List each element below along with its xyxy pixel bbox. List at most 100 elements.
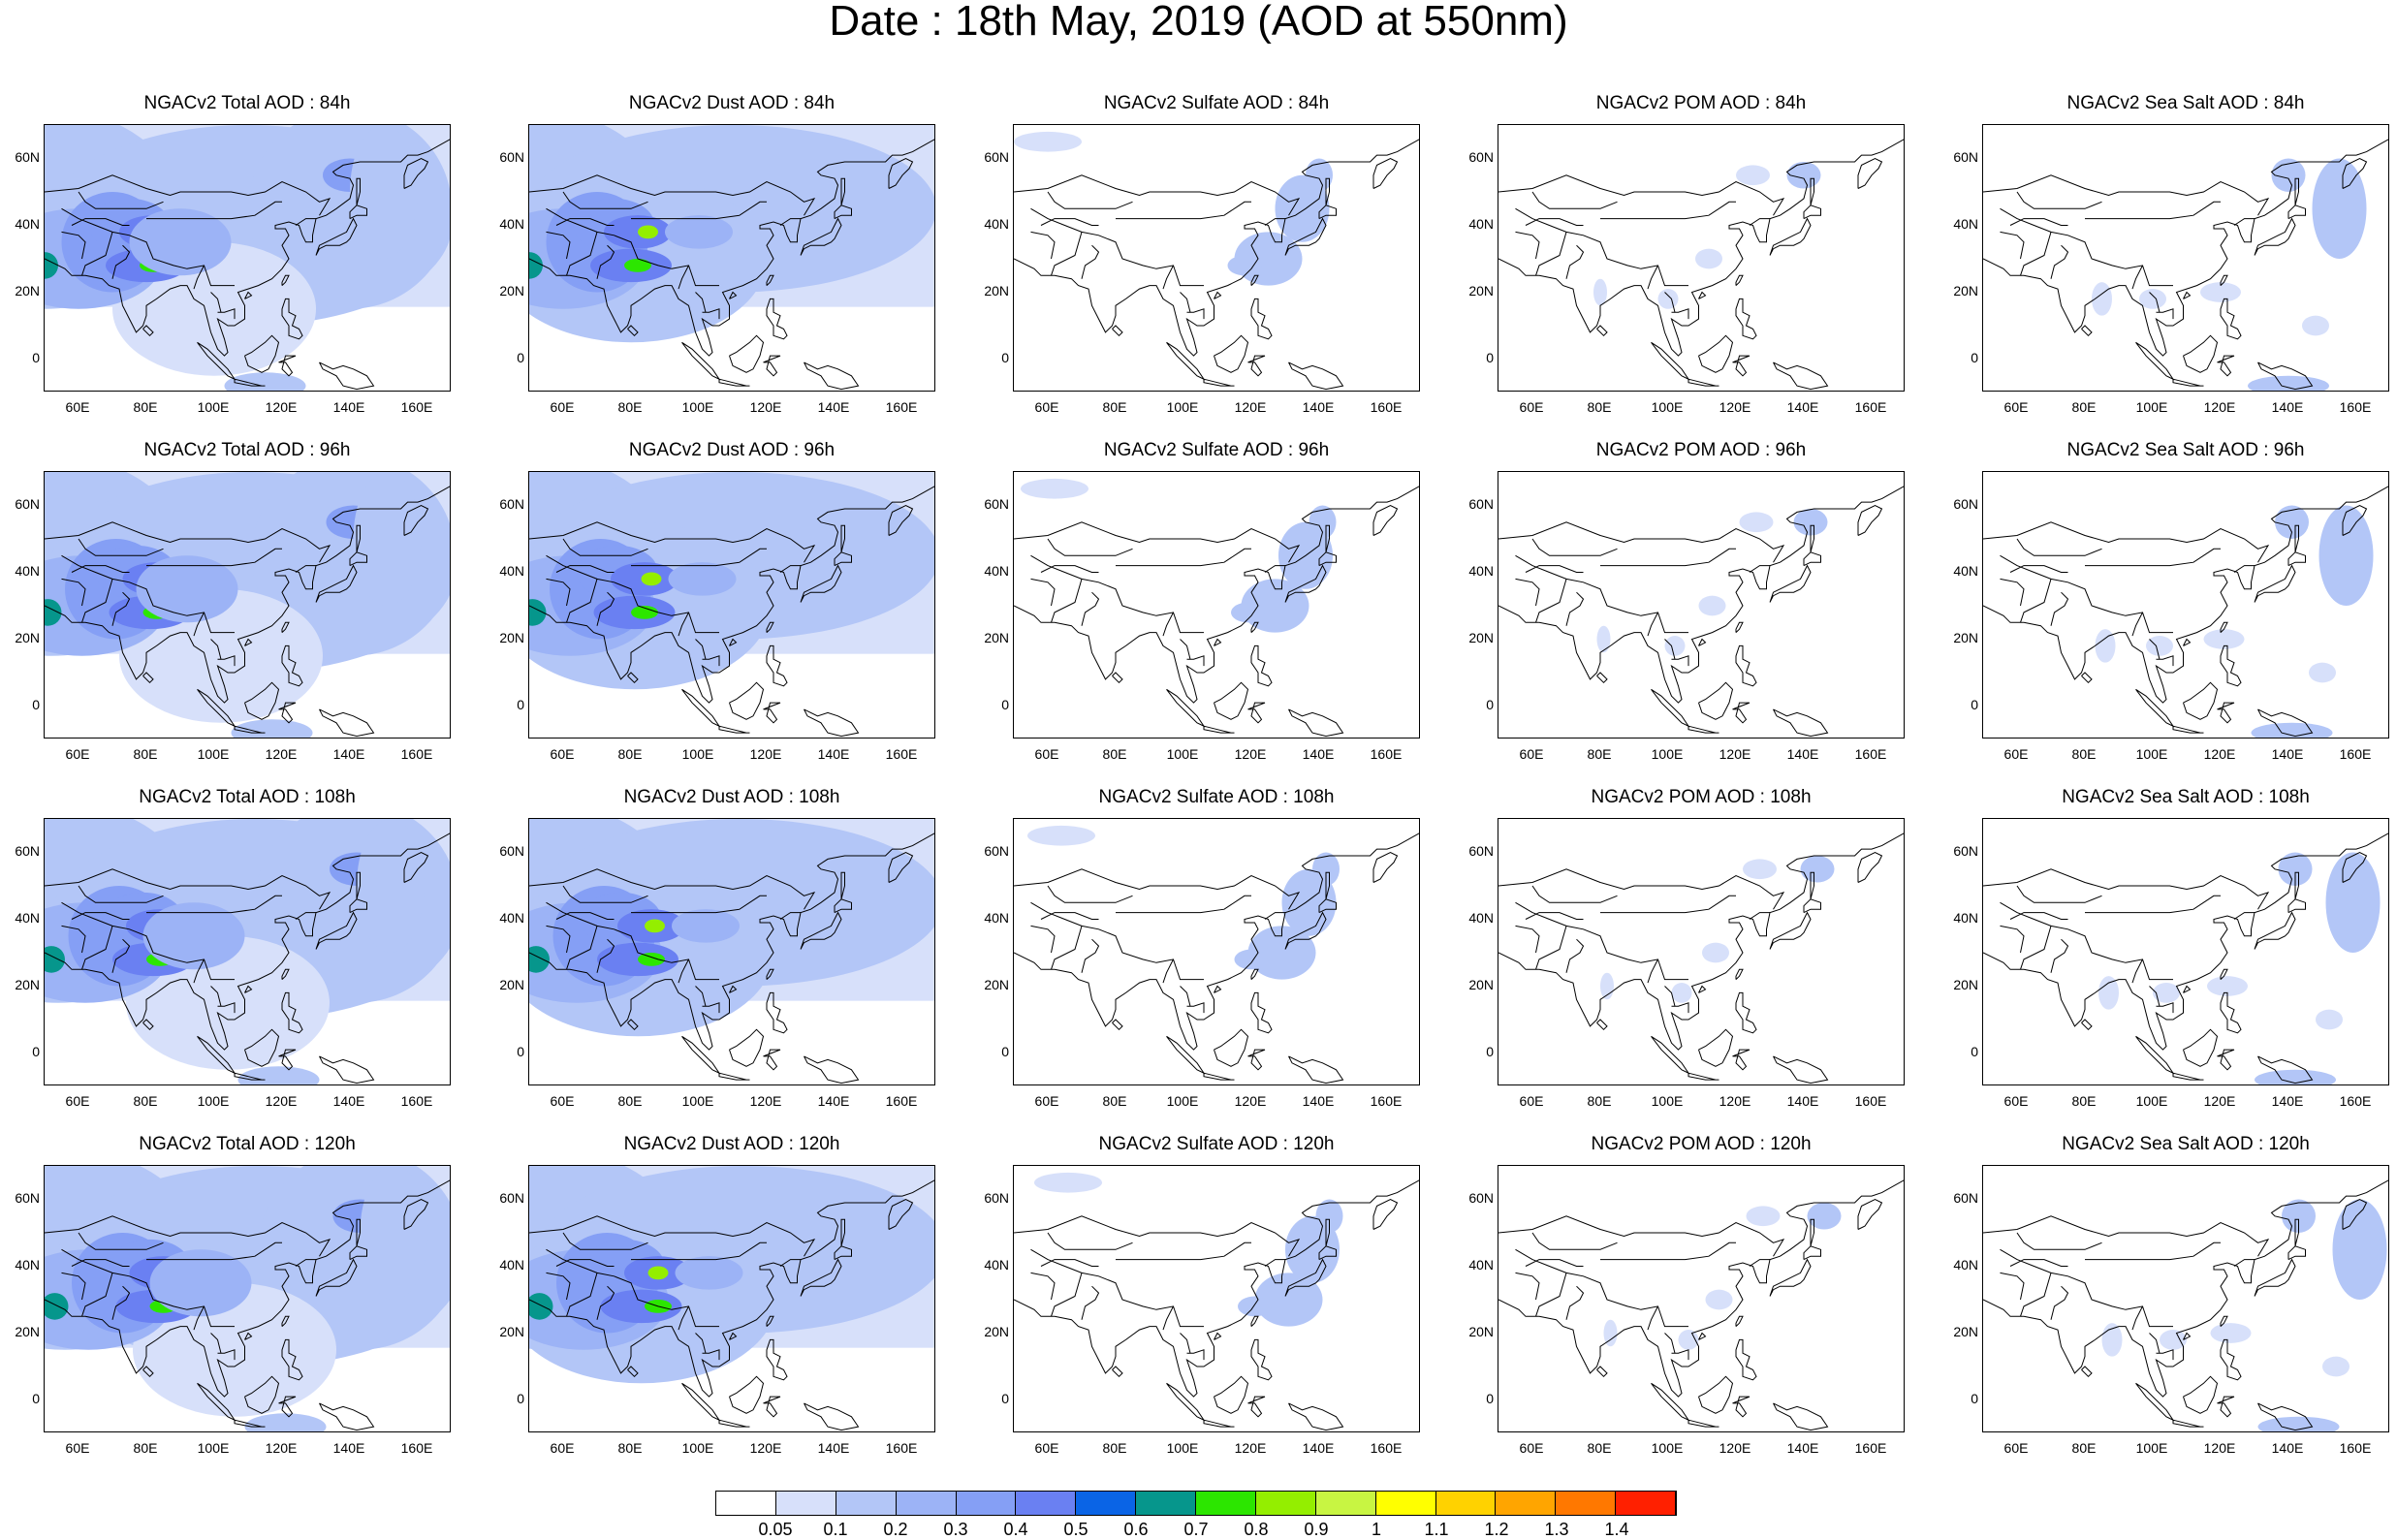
y-tick-label: 60N xyxy=(1468,495,1494,512)
country-border xyxy=(295,218,316,226)
aod-plume xyxy=(631,606,658,619)
country-border xyxy=(1014,1215,1301,1257)
coastline xyxy=(718,378,750,387)
country-border xyxy=(2156,655,2174,667)
country-border xyxy=(78,885,164,903)
country-border xyxy=(1600,895,1736,914)
y-tick-label: 60N xyxy=(1468,1189,1494,1206)
country-border xyxy=(562,885,648,903)
coastline xyxy=(2342,157,2368,189)
coastline xyxy=(888,1198,914,1230)
country-border xyxy=(2233,565,2255,573)
colorbar xyxy=(715,1491,1677,1516)
country-border xyxy=(546,925,571,954)
country-border xyxy=(2020,579,2052,623)
colorbar-label: 0.6 xyxy=(1123,1520,1149,1539)
x-tick-label: 120E xyxy=(265,746,298,762)
aod-plume xyxy=(2095,629,2116,663)
x-tick-label: 140E xyxy=(332,1440,365,1456)
x-tick-label: 140E xyxy=(332,399,365,415)
aod-plume xyxy=(2255,1069,2336,1084)
y-tick-label: 20N xyxy=(984,282,1009,299)
coastline xyxy=(356,524,361,552)
country-border xyxy=(146,1241,282,1261)
country-border xyxy=(2085,1241,2221,1261)
y-tick-label: 60N xyxy=(984,495,1009,512)
aod-plume xyxy=(1021,478,1088,499)
x-tick-label: 100E xyxy=(2135,1093,2168,1109)
country-border xyxy=(45,521,331,563)
coastline xyxy=(2183,291,2192,299)
aod-plume xyxy=(2325,852,2381,953)
x-tick-label: 80E xyxy=(2071,399,2097,415)
coastline xyxy=(1214,1332,1222,1340)
coastline xyxy=(1857,157,1883,189)
country-border xyxy=(529,174,816,216)
coastline xyxy=(349,204,367,220)
country-border xyxy=(1647,265,1658,290)
coastline xyxy=(1318,204,1337,220)
country-border xyxy=(111,1285,131,1320)
panel-title: NGACv2 POM AOD : 96h xyxy=(1595,440,1807,460)
coastline xyxy=(1014,1179,1419,1398)
coastline xyxy=(244,334,280,373)
coastline xyxy=(2217,355,2235,377)
country-border xyxy=(1671,308,1689,320)
coastline xyxy=(281,991,303,1034)
x-tick-label: 80E xyxy=(133,1093,158,1109)
x-tick-label: 120E xyxy=(265,1093,298,1109)
coastline xyxy=(627,325,639,336)
coastline xyxy=(1288,361,1344,391)
coastline xyxy=(1735,621,1744,633)
country-border xyxy=(61,231,86,260)
y-tick-label: 0 xyxy=(32,349,40,365)
coastline xyxy=(281,1338,303,1381)
x-tick-label: 100E xyxy=(197,746,230,762)
coastline xyxy=(1857,1198,1883,1230)
country-border xyxy=(217,655,236,667)
coastline xyxy=(278,1049,297,1071)
coastline xyxy=(766,621,774,633)
country-border xyxy=(2050,591,2069,626)
aod-plume xyxy=(1596,625,1611,653)
country-border xyxy=(1535,232,1567,276)
coastline xyxy=(1596,672,1608,683)
country-border xyxy=(1030,1248,1204,1328)
coastline xyxy=(1596,1366,1608,1377)
map-panel-seasalt-84h xyxy=(1982,124,2389,392)
country-border xyxy=(45,174,331,216)
coastline xyxy=(244,291,253,299)
colorbar-label: 1.3 xyxy=(1544,1520,1569,1539)
aod-plume xyxy=(237,1066,320,1084)
y-tick-label: 60N xyxy=(15,495,40,512)
coastline xyxy=(2183,1332,2192,1340)
y-tick-label: 20N xyxy=(1468,976,1494,992)
aod-plume xyxy=(2318,505,2374,606)
country-border xyxy=(779,565,801,573)
coastline xyxy=(1651,1382,1690,1422)
y-tick-label: 20N xyxy=(15,629,40,645)
country-border xyxy=(2016,191,2102,209)
x-tick-label: 80E xyxy=(1587,1093,1612,1109)
country-border xyxy=(1525,1259,1584,1267)
coastline xyxy=(403,504,429,536)
coastline xyxy=(1250,644,1273,687)
coastline xyxy=(800,911,842,950)
coastline xyxy=(1166,1035,1206,1075)
coastline xyxy=(1735,1315,1744,1327)
coastline xyxy=(1698,1375,1734,1414)
aod-plume xyxy=(1593,278,1607,306)
x-tick-label: 140E xyxy=(332,1093,365,1109)
x-tick-label: 60E xyxy=(65,399,90,415)
country-border xyxy=(678,265,689,290)
coastline xyxy=(2183,334,2219,373)
coastline xyxy=(1687,725,1719,734)
country-border xyxy=(111,591,131,626)
y-tick-label: 60N xyxy=(984,842,1009,859)
coastline xyxy=(1325,524,1330,552)
y-tick-label: 60N xyxy=(1468,842,1494,859)
coastline xyxy=(2081,325,2093,336)
coastline xyxy=(2257,361,2314,391)
aod-plume xyxy=(2160,1330,2187,1350)
country-border xyxy=(210,986,222,1007)
